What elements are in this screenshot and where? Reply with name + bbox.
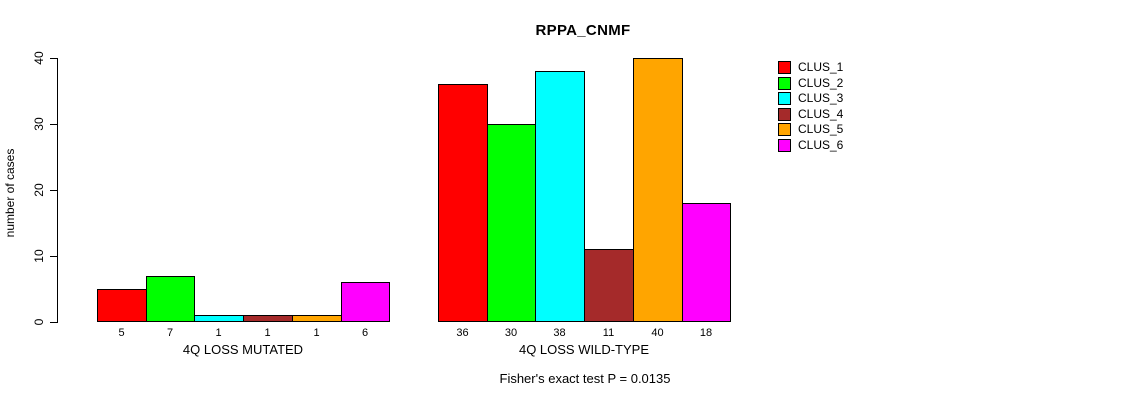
bar-value-label: 40 xyxy=(651,327,664,339)
y-axis-tick xyxy=(50,57,57,59)
bar-clus_3-group1 xyxy=(535,71,585,322)
y-axis-tick-label: 10 xyxy=(32,249,46,263)
bar-clus_5-group1 xyxy=(633,58,683,322)
legend: CLUS_1 CLUS_2 CLUS_3 CLUS_4 CLUS_5 CLUS_6 xyxy=(778,61,843,152)
bar-value-label: 1 xyxy=(264,327,271,339)
bar-clus_2-group0 xyxy=(146,276,195,322)
bar-value-label: 7 xyxy=(166,327,174,339)
legend-swatch-icon xyxy=(778,123,791,136)
bar-clus_4-group1 xyxy=(584,249,634,322)
bar-value-label: 18 xyxy=(699,327,713,339)
bar-value-label: 1 xyxy=(215,327,222,339)
legend-item-clus_3: CLUS_3 xyxy=(778,92,843,105)
legend-item-clus_4: CLUS_4 xyxy=(778,106,844,121)
y-axis-tick-label: 20 xyxy=(32,183,46,197)
legend-label: CLUS_1 xyxy=(798,60,844,74)
y-axis-tick-label: 40 xyxy=(32,51,46,65)
chart-title: RPPA_CNMF xyxy=(535,22,631,39)
legend-swatch-icon xyxy=(778,92,791,105)
legend-item-clus_5: CLUS_5 xyxy=(778,123,843,136)
x-group-label-wildtype: 4Q LOSS WILD-TYPE xyxy=(518,342,650,357)
y-axis-tick-label: 0 xyxy=(32,318,46,326)
legend-label: CLUS_5 xyxy=(798,122,844,136)
y-axis-tick xyxy=(50,255,57,257)
bar-clus_6-group1 xyxy=(682,203,731,322)
footer-caption: Fisher's exact test P = 0.0135 xyxy=(499,371,671,386)
legend-label: CLUS_2 xyxy=(798,75,844,90)
legend-label: CLUS_3 xyxy=(798,91,844,105)
legend-swatch-icon xyxy=(778,138,791,152)
legend-label: CLUS_6 xyxy=(798,137,844,152)
bar-value-label: 6 xyxy=(361,327,369,339)
y-axis-title: number of cases xyxy=(3,148,17,238)
y-axis-tick-label: 30 xyxy=(32,117,46,131)
y-axis-tick xyxy=(50,321,57,323)
y-axis-tick xyxy=(50,123,57,125)
bar-clus_2-group1 xyxy=(487,124,536,322)
bar-value-label: 1 xyxy=(313,327,320,339)
bar-clus_1-group1 xyxy=(438,84,488,322)
bar-value-label: 11 xyxy=(602,327,615,339)
legend-swatch-icon xyxy=(778,107,791,121)
bar-value-label: 30 xyxy=(504,327,518,339)
bar-value-label: 38 xyxy=(553,327,566,339)
legend-item-clus_6: CLUS_6 xyxy=(778,137,844,152)
bar-clus_3-group0 xyxy=(194,315,244,322)
bar-clus_6-group0 xyxy=(341,282,390,322)
legend-item-clus_2: CLUS_2 xyxy=(778,75,844,90)
legend-item-clus_1: CLUS_1 xyxy=(778,61,843,74)
y-axis-line xyxy=(57,58,58,323)
legend-swatch-icon xyxy=(778,76,791,90)
legend-label: CLUS_4 xyxy=(798,106,844,121)
bar-clus_4-group0 xyxy=(243,315,293,322)
bar-value-label: 36 xyxy=(456,327,469,339)
bar-clus_5-group0 xyxy=(292,315,342,322)
y-axis-tick xyxy=(50,189,57,191)
x-group-label-mutated: 4Q LOSS MUTATED xyxy=(182,342,304,357)
bar-value-label: 5 xyxy=(118,327,125,339)
bar-clus_1-group0 xyxy=(97,289,147,322)
legend-swatch-icon xyxy=(778,61,791,74)
